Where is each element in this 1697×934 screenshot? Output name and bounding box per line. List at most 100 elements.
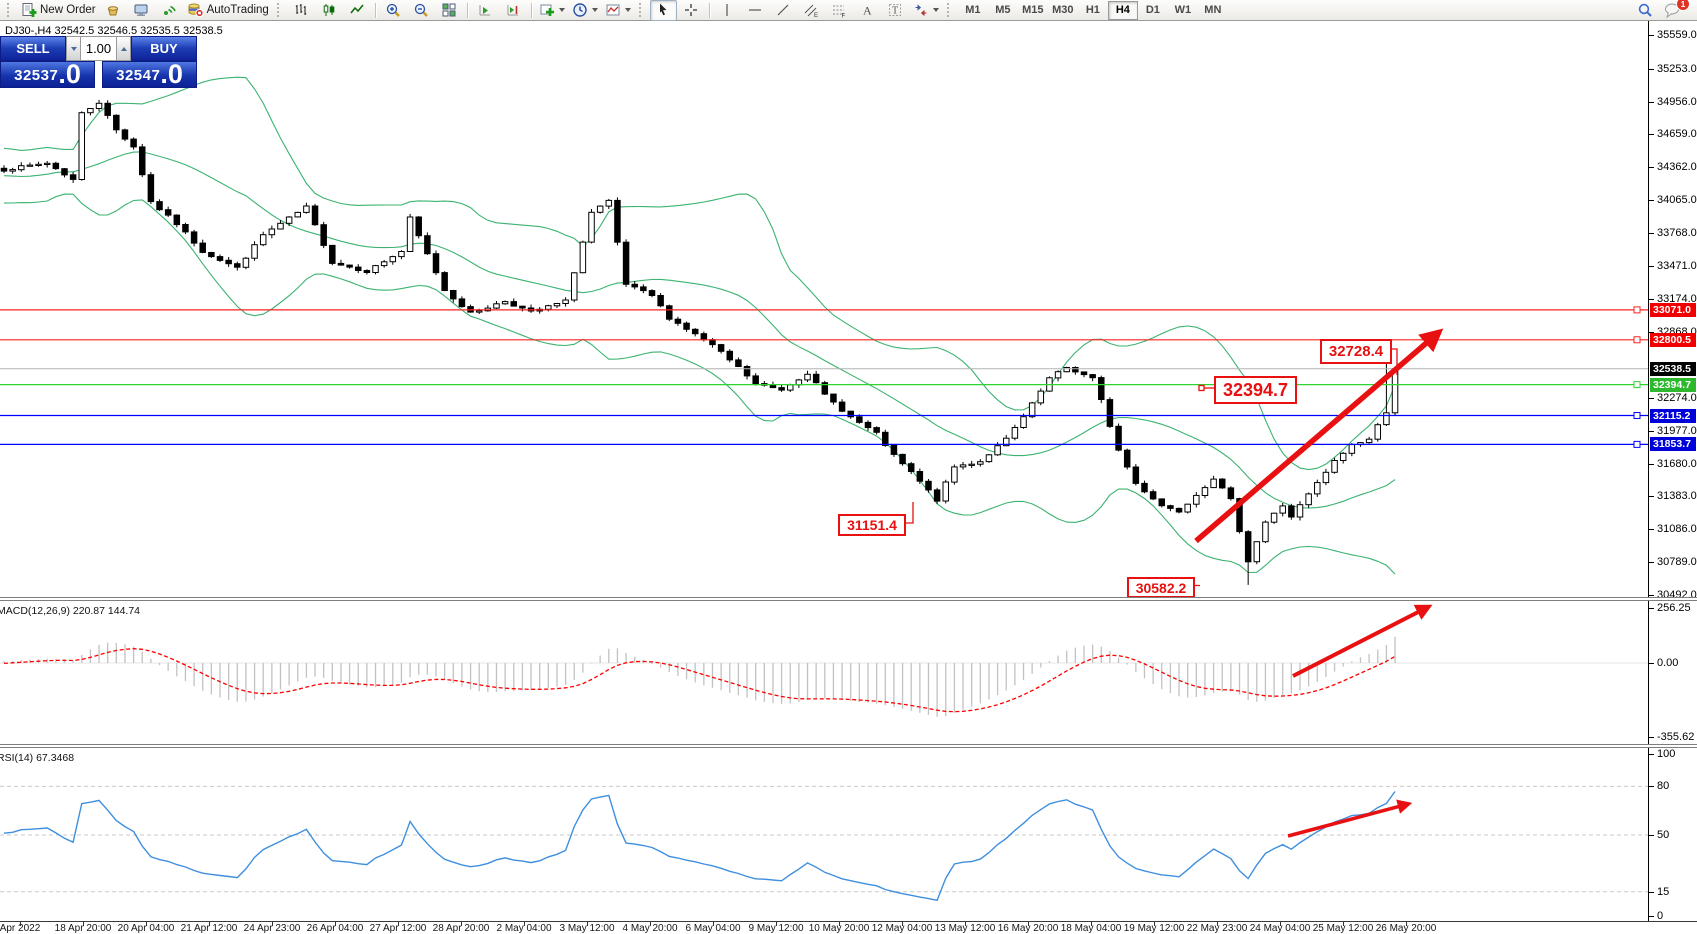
zoom-in-button[interactable] — [380, 0, 407, 21]
buy-button[interactable]: BUY — [131, 36, 197, 61]
time-axis-label: 24 May 04:00 — [1249, 923, 1311, 934]
timeframe-H1[interactable]: H1 — [1085, 4, 1100, 16]
time-tick-mark — [524, 922, 525, 926]
time-tick-mark — [272, 922, 273, 926]
channel-tool-button[interactable]: E — [798, 0, 825, 21]
rsi-canvas[interactable] — [0, 748, 1648, 921]
search-icon — [1637, 2, 1653, 18]
timeframe-M15[interactable]: M15 — [1022, 4, 1044, 16]
spin-down-icon — [70, 46, 77, 51]
price-tick-mark — [1649, 594, 1654, 596]
indicators-caret-icon[interactable] — [558, 8, 565, 12]
price-level-label-33071.0: 33071.0 — [1650, 302, 1696, 317]
crosshair-tool-button[interactable] — [678, 0, 705, 21]
macd-tick-label: 256.25 — [1657, 602, 1691, 614]
price-annotation-31151.4[interactable]: 31151.4 — [838, 514, 906, 536]
candlestick-mode-button[interactable] — [316, 0, 343, 21]
terminal-button[interactable] — [128, 0, 155, 21]
cursor-tool-button[interactable] — [649, 0, 677, 21]
time-axis[interactable]: Apr 2022 18 Apr 20:00 20 Apr 04:00 21 Apr 1… — [0, 921, 1697, 934]
time-tick-mark — [83, 922, 84, 926]
signals-button[interactable] — [156, 0, 183, 21]
price-annotation-32394.7[interactable]: 32394.7 — [1214, 376, 1297, 404]
line-chart-mode-button[interactable] — [344, 0, 371, 21]
price-tick-mark — [1649, 265, 1654, 267]
arrows-caret-icon[interactable] — [932, 8, 939, 12]
notifications-button[interactable]: 1 — [1659, 0, 1690, 21]
toolbar-grip[interactable] — [7, 3, 13, 17]
zoom-in-icon — [385, 2, 401, 18]
fibonacci-tool-button[interactable]: F — [826, 0, 853, 21]
search-button[interactable] — [1631, 0, 1658, 21]
time-axis-label: 13 May 12:00 — [934, 923, 996, 934]
toolbar-grip[interactable] — [276, 3, 283, 17]
time-axis-label: 28 Apr 20:00 — [432, 923, 490, 934]
time-tick-mark — [1091, 922, 1092, 926]
chart-shift-icon — [505, 2, 521, 18]
autotrading-icon — [187, 2, 204, 18]
chart-styles-button[interactable] — [100, 0, 127, 21]
auto-scroll-icon — [477, 2, 493, 18]
indicators-icon — [539, 2, 555, 18]
time-tick-mark — [776, 922, 777, 926]
toolbar-grip[interactable] — [638, 3, 645, 17]
new-order-button[interactable]: New Order — [18, 0, 99, 21]
chart-shift-button[interactable] — [500, 0, 527, 21]
macd-canvas[interactable] — [0, 601, 1648, 744]
volume-decrease-button[interactable] — [66, 36, 81, 61]
price-tick-label: 31680.0 — [1657, 457, 1697, 470]
main-chart-pane[interactable]: DJ30-,H4 32542.5 32546.5 32535.5 32538.5… — [0, 21, 1697, 597]
vertical-line-tool-button[interactable] — [714, 0, 741, 21]
time-axis-label: 25 May 12:00 — [1312, 923, 1374, 934]
time-axis-label: 20 Apr 04:00 — [117, 923, 175, 934]
time-tick-mark — [398, 922, 399, 926]
horizontal-line-tool-button[interactable] — [742, 0, 769, 21]
time-tick-mark — [20, 922, 21, 926]
volume-increase-button[interactable] — [116, 36, 131, 61]
bar-chart-mode-button[interactable] — [288, 0, 315, 21]
rsi-pane[interactable]: RSI(14) 67.3468 — [0, 748, 1697, 921]
channel-icon: E — [803, 2, 819, 18]
zoom-out-button[interactable] — [408, 0, 435, 21]
price-annotation-32728.4[interactable]: 32728.4 — [1320, 339, 1392, 364]
text-tool-button[interactable]: A — [854, 0, 881, 21]
bollinger-upper-band — [3, 76, 1396, 471]
tile-windows-button[interactable] — [436, 0, 463, 21]
timeframe-M1[interactable]: M1 — [965, 4, 981, 16]
periods-button[interactable] — [569, 0, 601, 21]
toolbar-grip[interactable] — [946, 3, 953, 17]
auto-scroll-button[interactable] — [472, 0, 499, 21]
price-tick-mark — [1649, 232, 1654, 234]
timeframe-M5[interactable]: M5 — [995, 4, 1011, 16]
text-label-tool-button[interactable]: T — [882, 0, 909, 21]
main-chart-canvas[interactable] — [0, 21, 1648, 597]
timeframe-W1[interactable]: W1 — [1174, 4, 1192, 16]
templates-button[interactable] — [602, 0, 634, 21]
timeframe-MN[interactable]: MN — [1204, 4, 1222, 16]
sell-price-display[interactable]: 32537.0 — [0, 61, 95, 88]
time-tick-mark — [1154, 922, 1155, 926]
templates-caret-icon[interactable] — [624, 8, 631, 12]
autotrading-label: AutoTrading — [206, 4, 269, 16]
macd-tick-label: -355.62 — [1657, 731, 1695, 743]
time-axis-label: 4 May 20:00 — [622, 923, 678, 934]
timeframe-M30[interactable]: M30 — [1052, 4, 1074, 16]
price-axis[interactable]: 35559.0 35253.0 34956.0 34659.0 34362.0 34065… — [1648, 21, 1697, 922]
periods-caret-icon[interactable] — [591, 8, 598, 12]
sell-button[interactable]: SELL — [0, 36, 66, 61]
price-annotation-30582.2[interactable]: 30582.2 — [1127, 577, 1195, 597]
macd-pane[interactable]: MACD(12,26,9) 220.87 144.74 — [0, 601, 1697, 744]
time-tick-mark — [209, 922, 210, 926]
indicators-button[interactable] — [536, 0, 568, 21]
volume-input[interactable]: 1.00 — [81, 36, 116, 61]
autotrading-button[interactable]: AutoTrading — [184, 0, 272, 21]
pane-separator[interactable] — [0, 744, 1697, 748]
trend-arrow[interactable] — [1194, 328, 1444, 544]
arrows-tool-button[interactable] — [910, 0, 942, 21]
timeframe-H4[interactable]: H4 — [1107, 0, 1138, 20]
buy-price-display[interactable]: 32547.0 — [102, 61, 197, 88]
price-tick-label: 34659.0 — [1657, 128, 1697, 141]
timeframe-D1[interactable]: D1 — [1145, 4, 1160, 16]
pane-separator[interactable] — [0, 597, 1697, 601]
trendline-tool-button[interactable] — [770, 0, 797, 21]
